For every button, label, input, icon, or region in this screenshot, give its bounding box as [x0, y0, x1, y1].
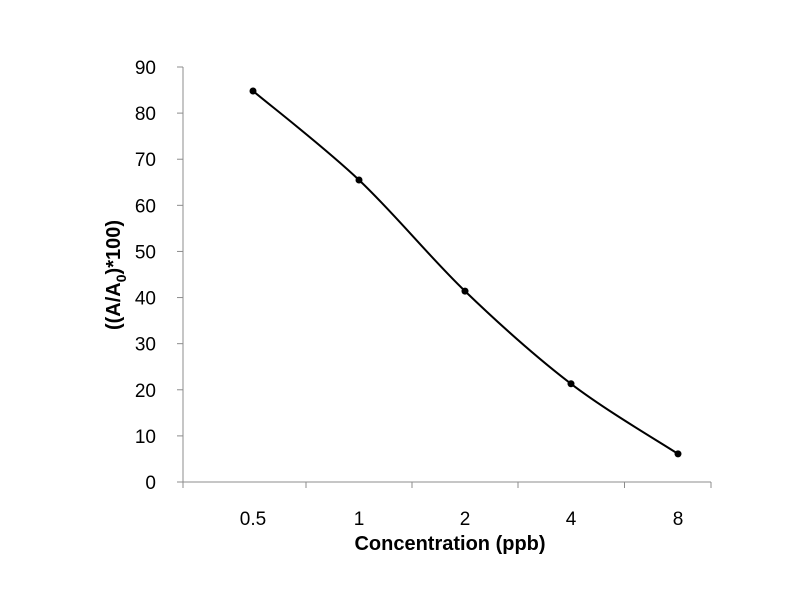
y-tick-label: 40 — [135, 289, 156, 310]
y-tick-label: 50 — [135, 242, 156, 263]
x-tick-label: 2 — [460, 509, 471, 530]
x-ticks: 0.5 1 2 4 8 — [182, 482, 712, 530]
y-tick-label: 0 — [145, 473, 156, 494]
data-point — [461, 287, 469, 295]
x-tick-label: 8 — [673, 509, 684, 530]
data-point — [249, 87, 257, 95]
data-point — [567, 380, 575, 388]
y-axis-title-prefix: ((A/A — [103, 282, 125, 330]
y-tick-label: 70 — [135, 150, 156, 171]
y-ticks: 0 10 20 30 40 50 60 70 80 90 — [135, 58, 183, 494]
y-axis-title-subscript: 0 — [113, 274, 129, 282]
data-points — [249, 87, 682, 458]
y-tick-label: 10 — [135, 427, 156, 448]
y-tick-label: 30 — [135, 335, 156, 356]
x-tick-label: 0.5 — [240, 509, 266, 530]
y-axis-title-suffix: )*100) — [103, 220, 125, 274]
x-tick-label: 1 — [354, 509, 365, 530]
y-axis-title: ((A/A0)*100) — [103, 220, 129, 330]
data-point — [355, 176, 363, 184]
y-tick-label: 20 — [135, 381, 156, 402]
x-axis-title: Concentration (ppb) — [354, 533, 545, 555]
y-tick-label: 90 — [135, 58, 156, 79]
data-point — [674, 450, 682, 458]
x-tick-label: 4 — [566, 509, 577, 530]
series-line — [252, 90, 679, 455]
y-tick-label: 80 — [135, 104, 156, 125]
y-tick-label: 60 — [135, 196, 156, 217]
